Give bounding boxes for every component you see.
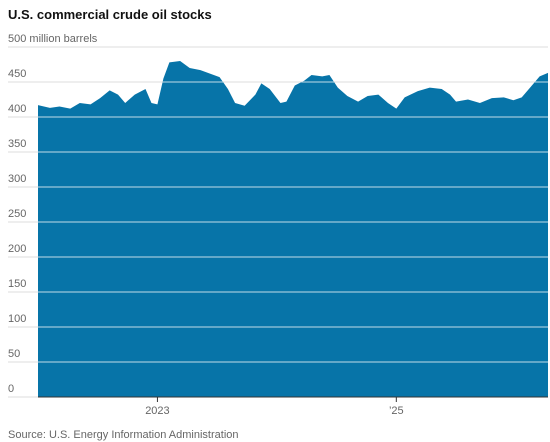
y-tick-label: 150 <box>8 278 26 290</box>
x-tick-label: ’25 <box>389 405 404 417</box>
y-tick-label: 450 <box>8 68 26 80</box>
y-tick-label: 250 <box>8 208 26 220</box>
y-tick-label: 500 million barrels <box>8 33 98 45</box>
y-tick-label: 400 <box>8 103 26 115</box>
y-tick-label: 300 <box>8 173 26 185</box>
y-tick-label: 50 <box>8 348 20 360</box>
chart-title: U.S. commercial crude oil stocks <box>8 7 212 22</box>
x-tick-label: 2023 <box>145 405 169 417</box>
y-tick-label: 100 <box>8 313 26 325</box>
y-tick-label: 350 <box>8 138 26 150</box>
y-tick-label: 200 <box>8 243 26 255</box>
y-tick-label: 0 <box>8 383 14 395</box>
area <box>38 61 548 397</box>
source: Source: U.S. Energy Information Administ… <box>8 429 239 441</box>
